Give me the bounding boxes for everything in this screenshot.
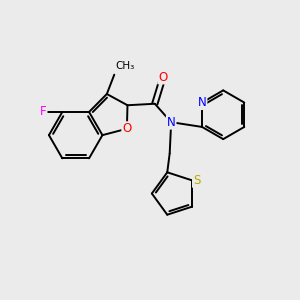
Text: S: S	[193, 174, 200, 187]
Text: O: O	[122, 122, 131, 135]
Text: N: N	[198, 96, 206, 109]
Text: N: N	[167, 116, 176, 129]
Text: F: F	[40, 106, 46, 118]
Text: CH₃: CH₃	[115, 61, 134, 71]
Text: O: O	[158, 70, 167, 83]
